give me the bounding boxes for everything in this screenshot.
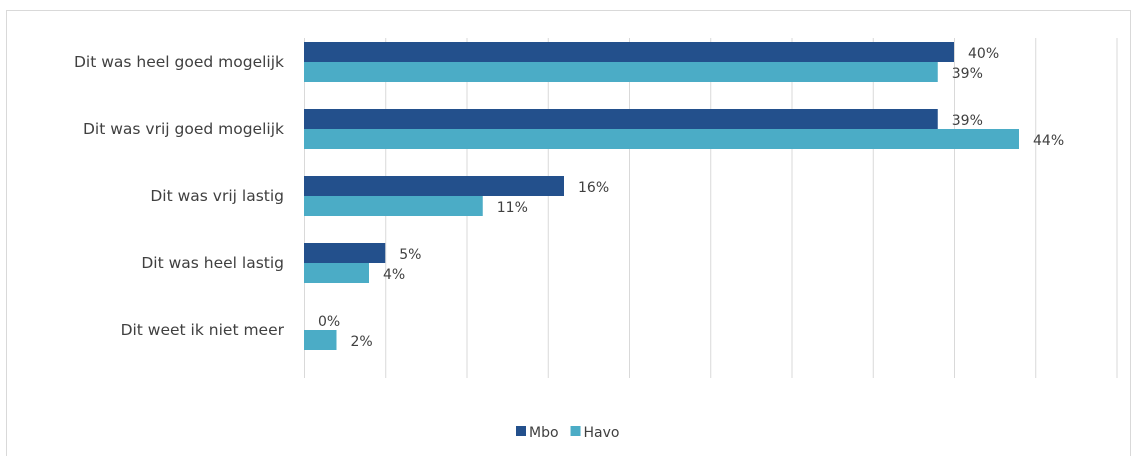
legend-label-havo: Havo: [584, 425, 620, 441]
data-label-havo: 4%: [383, 267, 405, 283]
data-label-mbo: 5%: [399, 247, 421, 263]
category-label: Dit was vrij goed mogelijk: [83, 120, 284, 138]
bar-havo: [304, 330, 337, 350]
bar-mbo: [304, 42, 954, 62]
data-label-havo: 44%: [1033, 133, 1064, 149]
data-labels: 40% 39% 39% 44% 16% 11% 5% 4% 0% 2%: [318, 46, 1064, 350]
legend: Mbo Havo: [516, 425, 620, 441]
category-label: Dit was heel lastig: [141, 254, 284, 272]
bar-havo: [304, 263, 369, 283]
category-label: Dit was heel goed mogelijk: [74, 53, 284, 71]
category-label: Dit weet ik niet meer: [121, 321, 285, 339]
bar-havo: [304, 196, 483, 216]
gridlines: [304, 38, 1118, 378]
data-label-mbo: 39%: [952, 113, 983, 129]
chart-frame: [6, 10, 1131, 456]
data-label-mbo: 16%: [578, 180, 609, 196]
category-label: Dit was vrij lastig: [150, 187, 284, 205]
data-label-mbo: 40%: [968, 46, 999, 62]
bar-havo: [304, 62, 938, 82]
bar-mbo: [304, 176, 564, 196]
data-label-havo: 11%: [497, 200, 528, 216]
data-label-mbo: 0%: [318, 314, 340, 330]
bars: [304, 42, 1019, 350]
bar-mbo: [304, 109, 938, 129]
category-labels: Dit was heel goed mogelijk Dit was vrij g…: [74, 53, 285, 339]
legend-swatch-mbo: [516, 426, 526, 436]
data-label-havo: 2%: [351, 334, 373, 350]
legend-swatch-havo: [570, 426, 581, 436]
bar-havo: [304, 129, 1019, 149]
data-label-havo: 39%: [952, 66, 983, 82]
legend-label-mbo: Mbo: [529, 425, 559, 441]
bar-mbo: [304, 243, 386, 263]
